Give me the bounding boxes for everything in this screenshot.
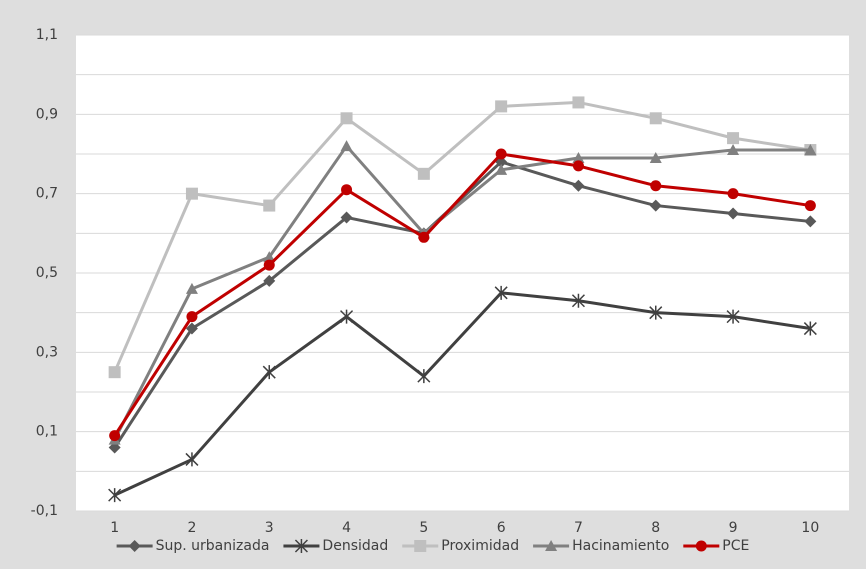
x-tick-label: 6 bbox=[497, 520, 506, 536]
marker bbox=[294, 539, 308, 553]
marker bbox=[649, 151, 662, 163]
marker bbox=[727, 144, 740, 156]
legend-label: Sup. urbanizada bbox=[156, 538, 270, 554]
series-line bbox=[113, 100, 811, 373]
legend-label: PCE bbox=[722, 538, 749, 554]
marker bbox=[495, 148, 507, 160]
y-tick-label: -0,1 bbox=[31, 503, 58, 519]
marker bbox=[571, 293, 585, 308]
legend-item: PCE bbox=[683, 538, 749, 554]
marker bbox=[650, 180, 662, 192]
marker bbox=[108, 366, 121, 379]
marker bbox=[263, 199, 276, 212]
marker bbox=[340, 112, 353, 125]
series-line bbox=[113, 152, 811, 437]
legend-item: Densidad bbox=[283, 538, 388, 554]
x-tick-label: 2 bbox=[187, 520, 196, 536]
y-tick-label: 0,3 bbox=[36, 344, 58, 360]
marker bbox=[649, 112, 662, 125]
marker bbox=[695, 540, 707, 552]
marker bbox=[727, 207, 740, 220]
marker bbox=[572, 151, 585, 163]
marker bbox=[494, 285, 508, 300]
series-line bbox=[114, 291, 811, 497]
marker bbox=[545, 540, 558, 551]
marker bbox=[727, 188, 739, 200]
marker bbox=[417, 369, 431, 384]
marker bbox=[418, 231, 430, 243]
marker bbox=[727, 132, 740, 145]
x-tick-label: 8 bbox=[651, 520, 660, 536]
marker bbox=[262, 365, 276, 380]
marker bbox=[185, 282, 198, 294]
marker bbox=[804, 144, 817, 156]
marker bbox=[340, 211, 353, 224]
marker bbox=[495, 100, 508, 113]
marker bbox=[726, 309, 740, 324]
legend-label: Proximidad bbox=[441, 538, 519, 554]
marker bbox=[804, 200, 816, 212]
x-tick-label: 1 bbox=[110, 520, 119, 536]
marker bbox=[263, 251, 276, 263]
marker bbox=[263, 259, 275, 271]
marker bbox=[340, 309, 354, 324]
marker bbox=[417, 167, 430, 180]
marker bbox=[495, 163, 508, 175]
legend: Sup. urbanizada Densidad Proximidad Hacinam… bbox=[116, 538, 749, 554]
marker bbox=[414, 540, 427, 552]
y-tick-label: 0,5 bbox=[36, 265, 58, 281]
x-tick-label: 4 bbox=[342, 520, 351, 536]
marker bbox=[109, 430, 121, 442]
y-tick-label: 0,9 bbox=[36, 106, 58, 122]
marker bbox=[803, 321, 817, 336]
x-tick-label: 3 bbox=[265, 520, 274, 536]
marker bbox=[341, 184, 353, 196]
legend-item: Sup. urbanizada bbox=[116, 538, 270, 554]
legend-item: Hacinamiento bbox=[533, 538, 669, 554]
marker bbox=[128, 540, 141, 552]
y-tick-label: 0,7 bbox=[36, 186, 58, 202]
marker bbox=[572, 179, 585, 192]
marker bbox=[185, 187, 198, 200]
x-tick-label: 7 bbox=[574, 520, 583, 536]
x-tick-label: 10 bbox=[801, 520, 819, 536]
y-tick-label: 0,1 bbox=[36, 424, 58, 440]
marker bbox=[185, 322, 198, 335]
legend-item: Proximidad bbox=[402, 538, 519, 554]
marker bbox=[263, 274, 276, 287]
legend-label: Hacinamiento bbox=[572, 538, 669, 554]
marker bbox=[340, 140, 353, 152]
x-tick-label: 5 bbox=[419, 520, 428, 536]
marker bbox=[804, 215, 817, 228]
marker bbox=[572, 160, 584, 172]
marker bbox=[186, 311, 198, 323]
marker bbox=[649, 305, 663, 320]
marker bbox=[572, 96, 585, 109]
marker bbox=[185, 452, 199, 467]
y-tick-label: 1,1 bbox=[36, 27, 58, 43]
series-line bbox=[113, 144, 811, 441]
x-tick-label: 9 bbox=[729, 520, 738, 536]
legend-label: Densidad bbox=[322, 538, 388, 554]
marker bbox=[649, 199, 662, 212]
marker bbox=[108, 488, 122, 503]
